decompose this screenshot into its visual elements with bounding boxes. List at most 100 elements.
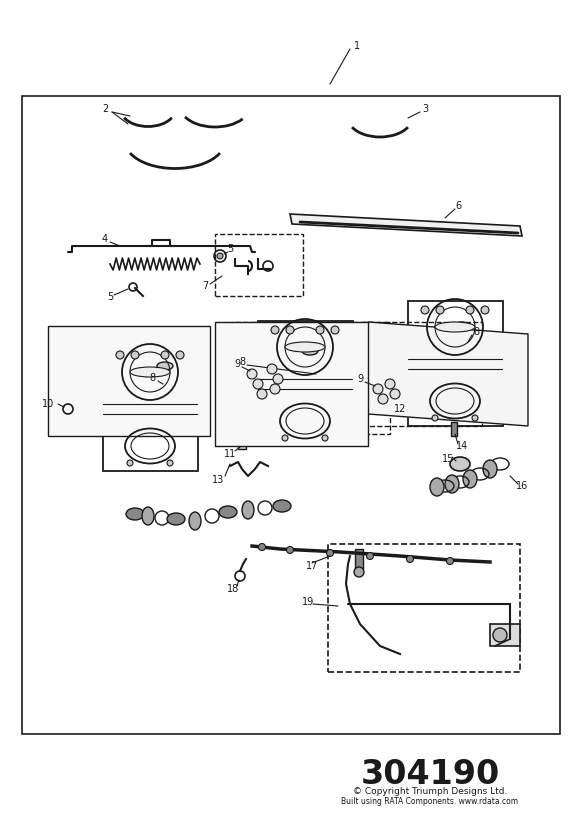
Ellipse shape <box>189 512 201 530</box>
Circle shape <box>176 351 184 359</box>
Ellipse shape <box>435 322 475 332</box>
Circle shape <box>131 351 139 359</box>
Circle shape <box>354 567 364 577</box>
Text: 17: 17 <box>306 561 318 571</box>
Bar <box>215 234 303 296</box>
Bar <box>355 549 363 569</box>
Circle shape <box>481 306 489 314</box>
Circle shape <box>161 351 169 359</box>
Text: 10: 10 <box>42 399 54 409</box>
Bar <box>396 356 408 372</box>
Text: 4: 4 <box>102 234 108 244</box>
Circle shape <box>316 326 324 334</box>
Circle shape <box>472 415 478 421</box>
Ellipse shape <box>450 457 470 471</box>
Text: 15: 15 <box>442 454 454 464</box>
Text: © Copyright Triumph Designs Ltd.: © Copyright Triumph Designs Ltd. <box>353 788 507 797</box>
Circle shape <box>406 555 413 563</box>
Circle shape <box>286 546 293 554</box>
Polygon shape <box>215 322 368 446</box>
Circle shape <box>326 550 333 556</box>
Ellipse shape <box>445 475 459 493</box>
Circle shape <box>385 379 395 389</box>
Bar <box>454 326 470 354</box>
Circle shape <box>373 384 383 394</box>
Text: 16: 16 <box>516 481 528 491</box>
Circle shape <box>421 306 429 314</box>
Circle shape <box>267 364 277 374</box>
Text: 8: 8 <box>239 357 245 367</box>
Ellipse shape <box>430 478 444 496</box>
Bar <box>490 624 520 646</box>
Bar <box>408 301 503 426</box>
Text: 19: 19 <box>302 597 314 607</box>
Bar <box>328 544 520 672</box>
Circle shape <box>116 351 124 359</box>
Ellipse shape <box>463 470 477 488</box>
Text: 5: 5 <box>107 292 113 302</box>
Polygon shape <box>48 326 210 436</box>
Ellipse shape <box>126 508 144 520</box>
Bar <box>258 321 353 446</box>
Circle shape <box>253 379 263 389</box>
Polygon shape <box>368 322 528 426</box>
Text: Built using RATA Components. www.rdata.com: Built using RATA Components. www.rdata.c… <box>342 798 518 807</box>
Ellipse shape <box>157 362 173 370</box>
Bar <box>238 429 246 449</box>
Bar <box>157 366 173 394</box>
Circle shape <box>286 326 294 334</box>
Text: 12: 12 <box>394 404 406 414</box>
Circle shape <box>282 435 288 441</box>
Circle shape <box>493 628 507 642</box>
Ellipse shape <box>219 506 237 518</box>
Ellipse shape <box>130 367 170 377</box>
Ellipse shape <box>142 507 154 525</box>
Ellipse shape <box>454 322 470 330</box>
Circle shape <box>258 544 265 550</box>
Circle shape <box>247 369 257 379</box>
Text: 7: 7 <box>202 281 208 291</box>
Circle shape <box>390 389 400 399</box>
Circle shape <box>378 394 388 404</box>
Circle shape <box>322 435 328 441</box>
Bar <box>91 401 103 417</box>
Circle shape <box>271 326 279 334</box>
Text: 5: 5 <box>227 244 233 254</box>
Circle shape <box>270 384 280 394</box>
Circle shape <box>217 253 223 259</box>
Text: 2: 2 <box>102 104 108 114</box>
Text: 13: 13 <box>212 475 224 485</box>
Ellipse shape <box>167 513 185 525</box>
Text: 18: 18 <box>227 584 239 594</box>
Circle shape <box>331 326 339 334</box>
Ellipse shape <box>302 347 318 355</box>
Ellipse shape <box>273 500 291 512</box>
Circle shape <box>167 460 173 466</box>
Circle shape <box>367 553 374 559</box>
Text: 8: 8 <box>149 373 155 383</box>
Circle shape <box>257 389 267 399</box>
Circle shape <box>436 306 444 314</box>
Text: 6: 6 <box>455 201 461 211</box>
Text: 11: 11 <box>224 449 236 459</box>
Bar <box>246 376 258 392</box>
Bar <box>502 356 514 372</box>
Bar <box>159 388 171 392</box>
Text: 8: 8 <box>473 327 479 337</box>
Bar <box>352 376 364 392</box>
Circle shape <box>432 415 438 421</box>
Bar <box>304 373 316 377</box>
Circle shape <box>447 558 454 564</box>
Bar <box>362 322 482 426</box>
Text: 304190: 304190 <box>360 757 500 790</box>
Ellipse shape <box>242 501 254 519</box>
Bar <box>302 351 318 379</box>
Text: 9: 9 <box>234 359 240 369</box>
Bar <box>451 422 457 436</box>
Text: 9: 9 <box>357 374 363 384</box>
Text: 3: 3 <box>422 104 428 114</box>
Bar <box>22 96 560 734</box>
Ellipse shape <box>483 460 497 478</box>
Polygon shape <box>290 214 522 236</box>
Bar <box>456 348 468 352</box>
